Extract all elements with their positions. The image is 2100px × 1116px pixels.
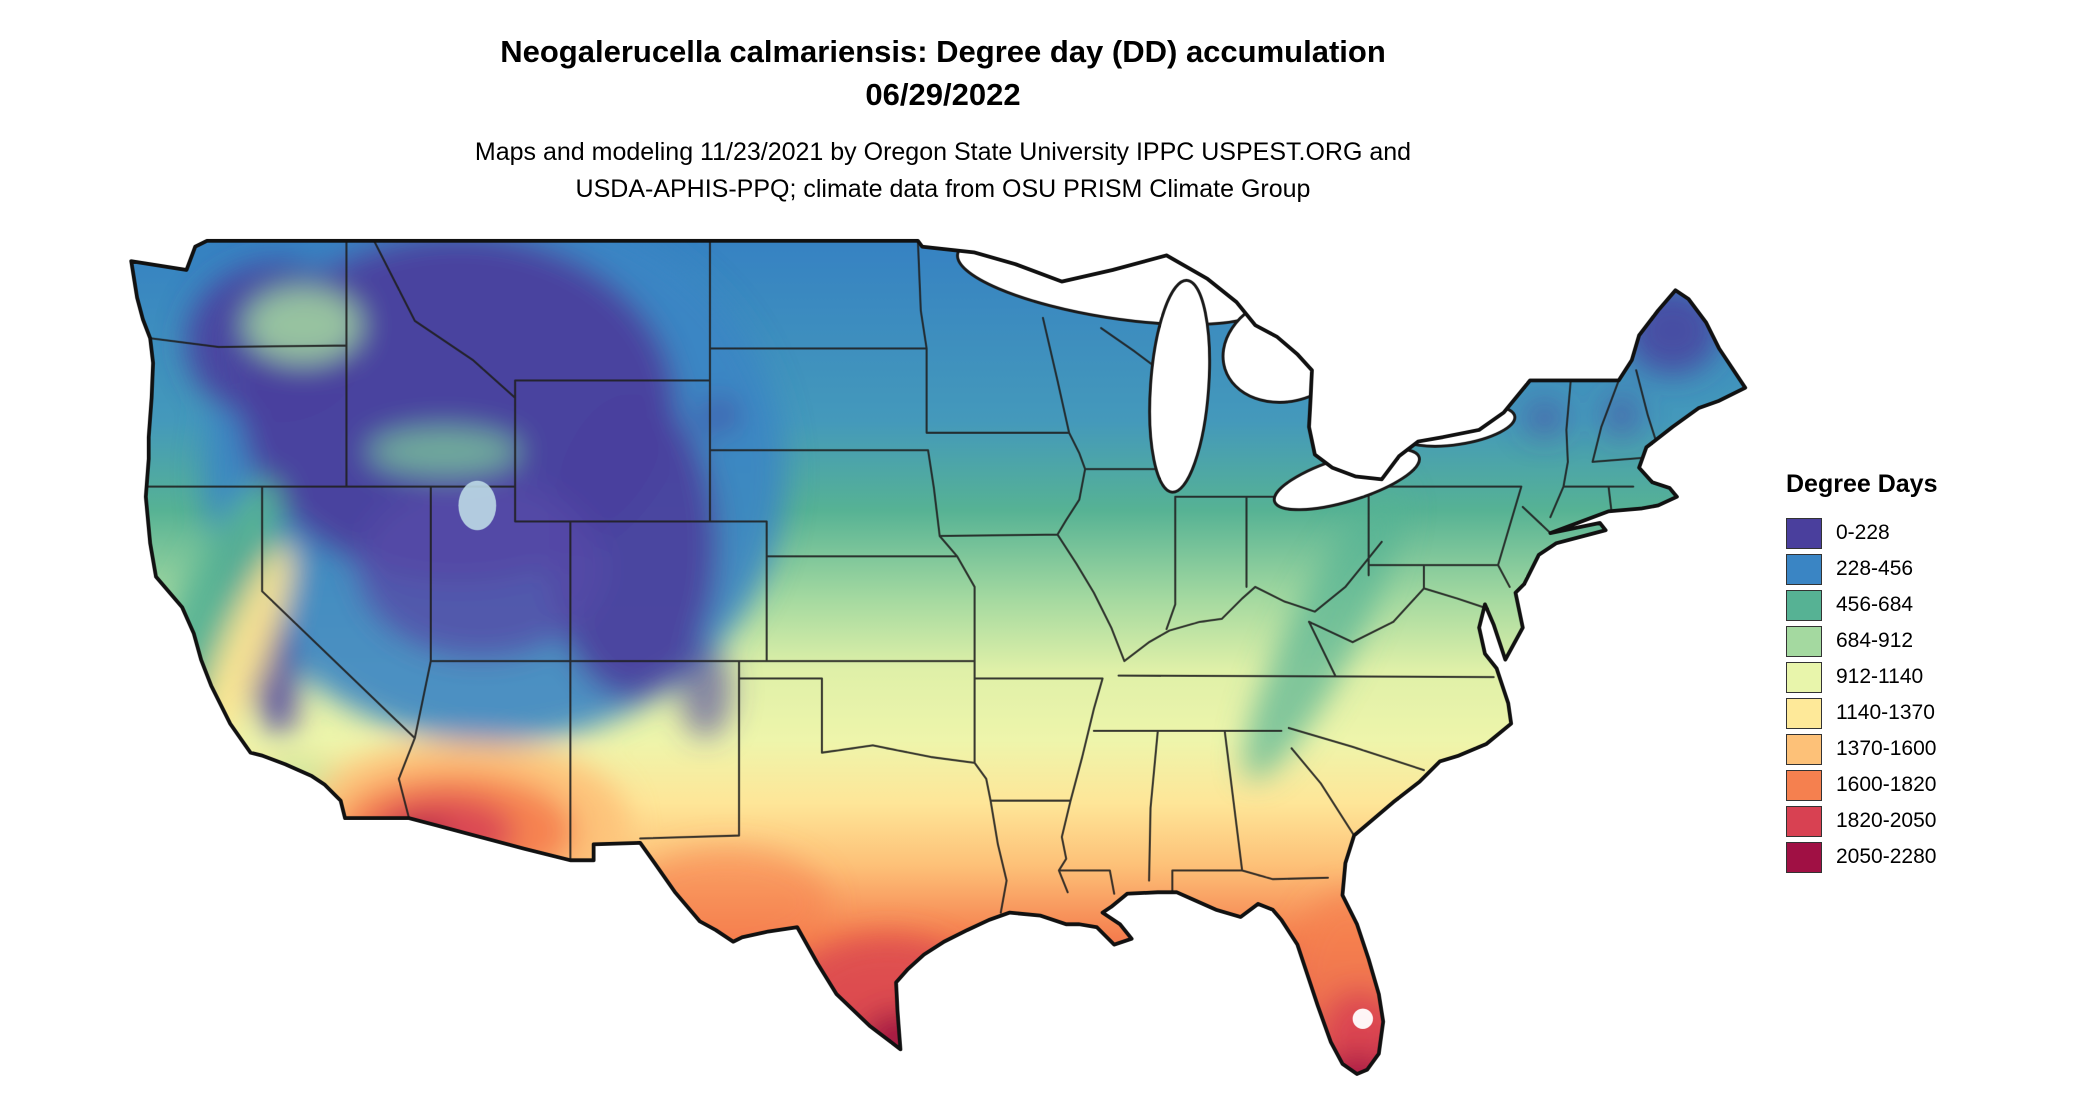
- legend-swatch: [1786, 625, 1822, 657]
- legend-item: 1140-1370: [1786, 695, 1937, 731]
- legend-label: 1370-1600: [1836, 737, 1937, 760]
- legend-item: 912-1140: [1786, 659, 1937, 695]
- legend-swatch: [1786, 697, 1822, 729]
- legend-swatch: [1786, 841, 1822, 873]
- legend-label: 1600-1820: [1836, 773, 1937, 796]
- legend-swatch: [1786, 769, 1822, 801]
- legend-label: 228-456: [1836, 557, 1914, 580]
- legend-title: Degree Days: [1786, 470, 1938, 498]
- great-salt-lake: [458, 480, 497, 531]
- state-borders: [144, 240, 1659, 914]
- map-header: Neogalerucella calmariensis: Degree day …: [0, 30, 1886, 208]
- legend-items: 0-228 228-456 456-684 684-912 912-1140 1…: [1786, 515, 1937, 875]
- map-date: 06/29/2022: [865, 77, 1021, 112]
- map-title: Neogalerucella calmariensis: Degree day …: [500, 34, 1386, 69]
- lake-okeechobee: [1352, 1008, 1373, 1029]
- legend-swatch: [1786, 661, 1822, 693]
- legend-item: 2050-2280: [1786, 839, 1937, 875]
- legend-swatch: [1786, 733, 1822, 765]
- map-subtitle-line1: Maps and modeling 11/23/2021 by Oregon S…: [474, 138, 1412, 166]
- legend-label: 912-1140: [1836, 665, 1924, 688]
- legend-label: 2050-2280: [1836, 845, 1937, 868]
- legend-label: 684-912: [1836, 629, 1914, 652]
- lake-michigan: [1148, 278, 1211, 494]
- degree-day-raster: [131, 240, 1746, 1074]
- map-subtitle-line2: USDA-APHIS-PPQ; climate data from OSU PR…: [575, 175, 1311, 203]
- legend-label: 1820-2050: [1836, 809, 1937, 832]
- legend-label: 0-228: [1836, 521, 1890, 544]
- legend-item: 456-684: [1786, 587, 1937, 623]
- legend: Degree Days 0-228 228-456 456-684 684-91…: [1786, 470, 1937, 875]
- legend-swatch: [1786, 805, 1822, 837]
- legend-swatch: [1786, 589, 1822, 621]
- legend-item: 684-912: [1786, 623, 1937, 659]
- legend-item: 1820-2050: [1786, 803, 1937, 839]
- legend-swatch: [1786, 517, 1822, 549]
- legend-item: 0-228: [1786, 515, 1937, 551]
- legend-label: 456-684: [1836, 593, 1914, 616]
- legend-swatch: [1786, 553, 1822, 585]
- legend-item: 1600-1820: [1786, 767, 1937, 803]
- legend-item: 228-456: [1786, 551, 1937, 587]
- us-degree-day-map: [129, 238, 1748, 1076]
- legend-label: 1140-1370: [1836, 701, 1935, 724]
- map-subtitle: Maps and modeling 11/23/2021 by Oregon S…: [0, 134, 1886, 208]
- legend-item: 1370-1600: [1786, 731, 1937, 767]
